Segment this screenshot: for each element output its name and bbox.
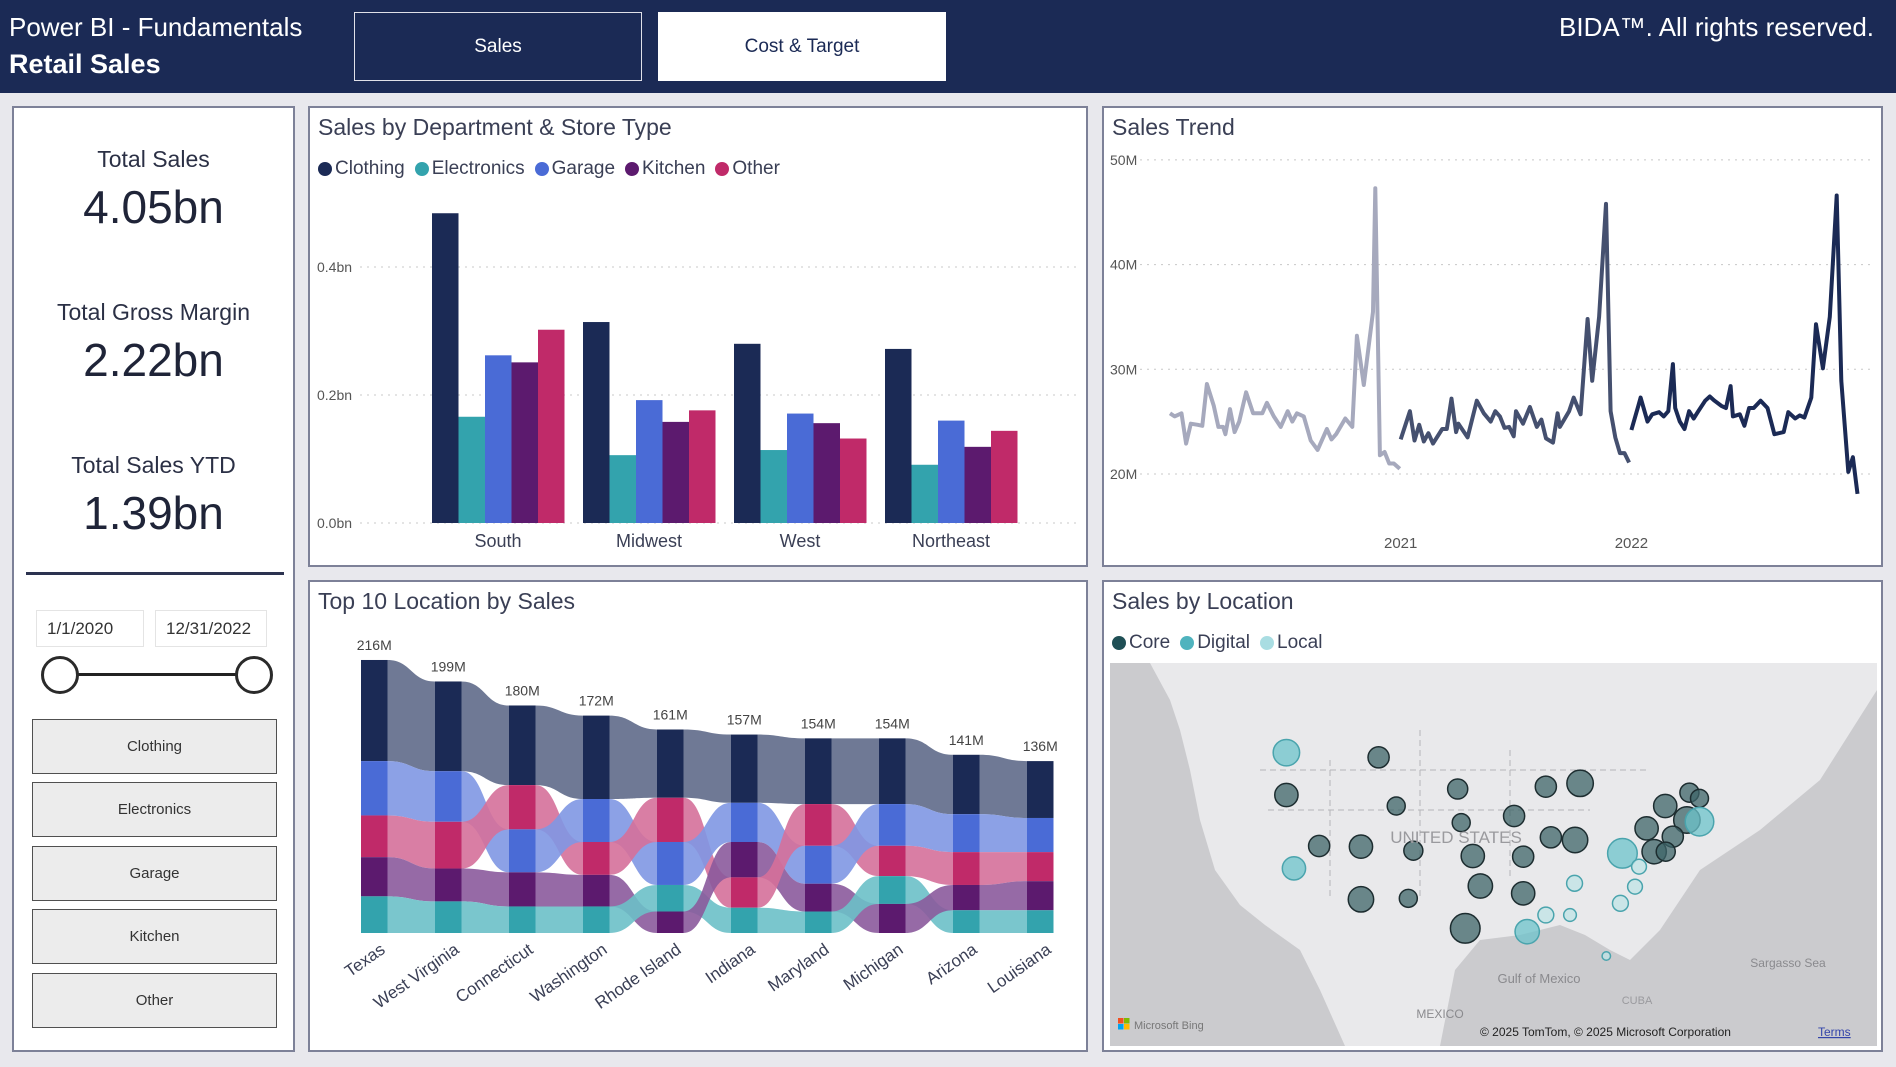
legend-label: Kitchen: [642, 158, 706, 179]
legend-label: Electronics: [431, 158, 525, 179]
trend-chart-panel: Sales Trend: [1102, 106, 1883, 567]
map-panel: Sales by Location Core Digital Local: [1102, 580, 1883, 1052]
legend-label: Clothing: [335, 158, 405, 179]
trend-chart-title: Sales Trend: [1112, 114, 1235, 140]
report-title: Retail Sales: [9, 49, 161, 79]
date-slider-end-handle[interactable]: [235, 656, 273, 694]
header-bar: Power BI - Fundamentals Retail Sales Sal…: [0, 0, 1896, 93]
legend-dot-icon: [1112, 636, 1126, 650]
kpi-sales-ytd-label: Total Sales YTD: [71, 452, 236, 478]
legend-dot-icon: [1260, 636, 1274, 650]
kpi-filter-panel: Total Sales 4.05bn Total Gross Margin 2.…: [12, 106, 295, 1052]
date-slider-start-handle[interactable]: [41, 656, 79, 694]
filter-button-garage[interactable]: Garage: [32, 846, 277, 901]
legend-dot-icon: [318, 162, 332, 176]
legend-item-clothing[interactable]: Clothing: [318, 158, 405, 180]
kpi-total-sales-label: Total Sales: [97, 146, 210, 172]
filter-button-clothing[interactable]: Clothing: [32, 719, 277, 774]
kpi-gross-margin-label: Total Gross Margin: [56, 299, 250, 325]
end-date-input[interactable]: 12/31/2022: [155, 610, 267, 647]
tab-cost-target[interactable]: Cost & Target: [658, 12, 946, 81]
legend-item-local[interactable]: Local: [1260, 632, 1322, 654]
filter-button-other[interactable]: Other: [32, 973, 277, 1028]
legend-item-electronics[interactable]: Electronics: [414, 158, 525, 180]
date-slider-track[interactable]: [60, 673, 255, 676]
legend-label: Other: [732, 158, 780, 179]
filter-button-electronics[interactable]: Electronics: [32, 782, 277, 837]
legend-label: Digital: [1197, 632, 1250, 653]
legend-dot-icon: [414, 162, 429, 176]
dept-chart-legend: Clothing Electronics Garage Kitchen Othe…: [318, 158, 780, 180]
legend-item-garage[interactable]: Garage: [534, 158, 616, 180]
dept-chart-title: Sales by Department & Store Type: [318, 114, 672, 140]
app-title: Power BI - Fundamentals: [9, 12, 303, 42]
map-legend: Core Digital Local: [1112, 632, 1322, 654]
legend-item-kitchen[interactable]: Kitchen: [625, 158, 705, 180]
map-title: Sales by Location: [1112, 588, 1294, 614]
tab-sales[interactable]: Sales: [354, 12, 642, 81]
legend-item-other[interactable]: Other: [715, 158, 780, 180]
legend-dot-icon: [534, 162, 549, 176]
top10-chart-panel: Top 10 Location by Sales: [308, 580, 1088, 1052]
legend-item-core[interactable]: Core: [1112, 632, 1170, 654]
start-date-input[interactable]: 1/1/2020: [36, 610, 144, 647]
copyright-text: BIDA™. All rights reserved.: [1559, 12, 1874, 42]
legend-label: Garage: [551, 158, 616, 179]
legend-dot-icon: [625, 162, 640, 176]
filter-button-kitchen[interactable]: Kitchen: [32, 909, 277, 964]
legend-dot-icon: [1180, 636, 1195, 650]
legend-label: Local: [1277, 632, 1323, 653]
dept-chart-panel: Sales by Department & Store Type Clothin…: [308, 106, 1088, 567]
divider: [26, 572, 284, 575]
kpi-sales-ytd-value: 1.39bn: [83, 487, 224, 539]
kpi-gross-margin-value: 2.22bn: [83, 334, 224, 386]
top10-chart-title: Top 10 Location by Sales: [318, 588, 576, 614]
legend-item-digital[interactable]: Digital: [1180, 632, 1250, 654]
kpi-total-sales-value: 4.05bn: [83, 181, 224, 233]
legend-dot-icon: [715, 162, 730, 176]
legend-label: Core: [1129, 632, 1171, 653]
